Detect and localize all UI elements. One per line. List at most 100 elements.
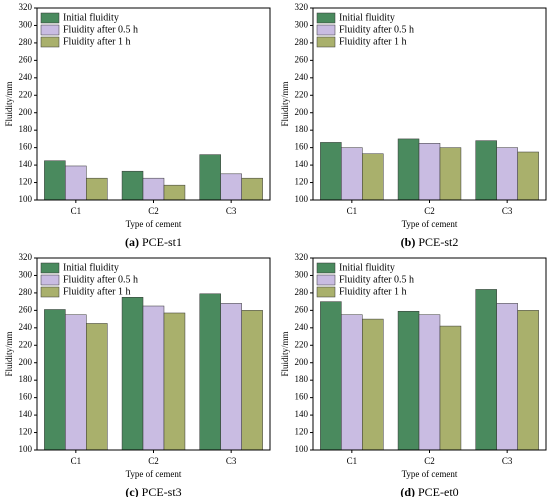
caption-title: PCE-et0 <box>418 485 459 497</box>
y-tick-label: 260 <box>19 54 33 64</box>
legend-label: Fluidity after 1 h <box>63 36 131 47</box>
plot-frame <box>312 257 547 451</box>
bar <box>44 160 66 201</box>
bar <box>362 318 384 451</box>
bar <box>142 305 165 451</box>
bar <box>199 154 221 201</box>
y-tick-label: 140 <box>19 409 33 419</box>
y-tick-label: 120 <box>19 177 33 187</box>
legend-swatch <box>40 36 60 48</box>
bar <box>320 142 342 201</box>
x-axis-label: Type of cement <box>402 469 458 479</box>
y-tick-label: 240 <box>19 322 33 332</box>
y-tick-label: 180 <box>19 124 33 134</box>
y-tick-label: 120 <box>19 427 33 437</box>
x-tick-label: C3 <box>226 456 237 466</box>
bar <box>517 310 539 451</box>
bar <box>496 303 518 451</box>
x-axis-label: Type of cement <box>126 219 182 229</box>
y-tick-label: 320 <box>19 2 33 12</box>
y-axis-label: Fluidity/mm <box>280 331 290 376</box>
legend-label: Fluidity after 1 h <box>63 286 131 297</box>
x-tick-label: C1 <box>347 206 358 216</box>
bar <box>397 310 420 451</box>
legend-label: Fluidity after 0.5 h <box>339 24 414 35</box>
y-tick-label: 220 <box>19 339 33 349</box>
y-tick-label: 300 <box>19 20 33 30</box>
caption-label: (a) <box>125 235 139 249</box>
y-tick-label: 200 <box>295 357 309 367</box>
legend-swatch <box>316 274 336 286</box>
y-tick-label: 140 <box>19 159 33 169</box>
y-tick-label: 320 <box>295 252 309 262</box>
y-tick-label: 240 <box>295 72 309 82</box>
legend-label: Fluidity after 1 h <box>339 286 407 297</box>
bar <box>121 297 144 451</box>
legend-swatch <box>316 262 336 274</box>
x-tick-label: C1 <box>347 456 358 466</box>
bar <box>241 310 263 451</box>
y-tick-label: 240 <box>19 72 33 82</box>
y-axis-label: Fluidity/mm <box>4 331 14 376</box>
caption-label: (c) <box>125 485 138 497</box>
caption: (c) PCE-st3 <box>125 485 181 497</box>
legend-swatch <box>40 12 60 24</box>
caption-label: (d) <box>400 485 415 497</box>
y-tick-label: 100 <box>295 444 309 454</box>
legend-swatch <box>316 286 336 298</box>
y-tick-label: 300 <box>19 270 33 280</box>
y-tick-label: 320 <box>295 2 309 12</box>
y-tick-label: 160 <box>19 392 33 402</box>
y-tick-label: 240 <box>295 322 309 332</box>
bar <box>418 143 441 201</box>
bar <box>199 293 221 451</box>
caption-title: PCE-st3 <box>142 485 182 497</box>
caption-title: PCE-st2 <box>418 235 458 249</box>
y-tick-label: 280 <box>295 37 309 47</box>
bar <box>397 138 420 201</box>
y-tick-label: 300 <box>295 270 309 280</box>
bar <box>341 314 363 451</box>
bar <box>163 312 186 451</box>
caption-label: (b) <box>401 235 416 249</box>
y-tick-label: 180 <box>19 374 33 384</box>
x-axis-label: Type of cement <box>402 219 458 229</box>
legend-swatch <box>40 274 60 286</box>
legend-swatch <box>40 286 60 298</box>
plot-frame <box>36 7 271 201</box>
legend-swatch <box>40 262 60 274</box>
bar <box>121 170 144 201</box>
y-tick-label: 280 <box>19 287 33 297</box>
x-tick-label: C2 <box>148 206 159 216</box>
legend-swatch <box>316 24 336 36</box>
legend-swatch <box>316 36 336 48</box>
y-tick-label: 260 <box>295 304 309 314</box>
y-tick-label: 260 <box>19 304 33 314</box>
x-tick-label: C3 <box>502 206 513 216</box>
legend-label: Fluidity after 1 h <box>339 36 407 47</box>
caption: (a) PCE-st1 <box>125 235 182 249</box>
bar <box>475 140 497 201</box>
y-tick-label: 140 <box>295 409 309 419</box>
legend-label: Fluidity after 0.5 h <box>63 274 138 285</box>
legend-label: Initial fluidity <box>63 12 119 23</box>
y-tick-label: 180 <box>295 374 309 384</box>
x-tick-label: C3 <box>226 206 237 216</box>
bar <box>418 314 441 451</box>
legend-label: Fluidity after 0.5 h <box>63 24 138 35</box>
y-tick-label: 140 <box>295 159 309 169</box>
bar <box>86 323 108 451</box>
bar <box>220 173 242 201</box>
legend-label: Initial fluidity <box>63 262 119 273</box>
bar <box>65 165 87 201</box>
bar <box>439 325 462 451</box>
y-tick-label: 120 <box>295 427 309 437</box>
y-tick-label: 320 <box>19 252 33 262</box>
bar <box>496 147 518 201</box>
y-tick-label: 260 <box>295 54 309 64</box>
x-tick-label: C2 <box>424 456 435 466</box>
bar <box>517 151 539 201</box>
plot-frame <box>36 257 271 451</box>
caption: (b) PCE-st2 <box>401 235 459 249</box>
